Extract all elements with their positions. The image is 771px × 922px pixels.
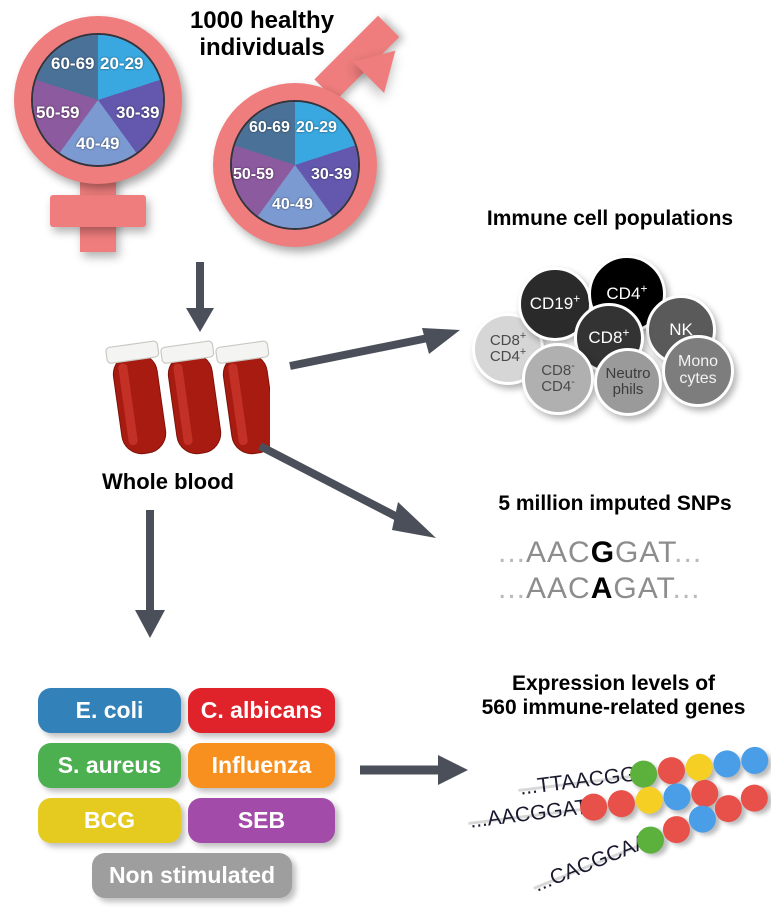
whole-blood-label: Whole blood bbox=[102, 469, 234, 494]
stimulation-pill-ecoli[interactable]: E. coli bbox=[38, 688, 181, 733]
stimulation-pill-saureus[interactable]: S. aureus bbox=[38, 743, 181, 788]
arrow-blood-to-immune bbox=[288, 320, 463, 375]
male-pie-label-40-49: 40-49 bbox=[272, 196, 313, 213]
stimulation-pill-non-stimulated[interactable]: Non stimulated bbox=[92, 853, 292, 898]
snp-variant-2: A bbox=[590, 572, 614, 605]
bubble-label-neutro: Neutro bbox=[605, 365, 651, 383]
immune-bubble-cd8neg-cd4neg: CD8- CD4- bbox=[522, 343, 594, 415]
stimulation-pill-bcg[interactable]: BCG bbox=[38, 798, 181, 843]
bubble-label-cd8: CD8 bbox=[489, 332, 520, 350]
snp-variant-1: G bbox=[590, 536, 616, 569]
bubble-sup-cd8: + bbox=[519, 330, 527, 343]
stimulation-pill-influenza[interactable]: Influenza bbox=[188, 743, 335, 788]
bubble-sup-cd8pos: + bbox=[622, 325, 630, 340]
bubble-label-cytes: cytes bbox=[679, 370, 717, 387]
bubble-label-nk: NK bbox=[669, 319, 693, 339]
cohort-title-line1: 1000 healthy bbox=[189, 7, 335, 34]
dna-bead-2-3 bbox=[634, 785, 665, 816]
male-pie-label-60-69: 60-69 bbox=[249, 119, 290, 136]
female-stem-cross bbox=[50, 195, 146, 227]
stimulation-pill-seb[interactable]: SEB bbox=[188, 798, 335, 843]
pie-slice-20-29 bbox=[33, 35, 163, 165]
expression-title-line1: Expression levels of bbox=[511, 672, 716, 695]
male-pie-label-20-29: 20-29 bbox=[296, 119, 337, 136]
dna-strand-2-sequence: ...AACGGAT bbox=[468, 795, 590, 833]
arrow-cohort-to-blood bbox=[180, 262, 220, 334]
snp-right-1: GAT bbox=[615, 536, 675, 569]
stimulation-pill-calbicans[interactable]: C. albicans bbox=[188, 688, 335, 733]
arrow-stimulations-to-expression bbox=[360, 752, 470, 788]
bubble-label-cd8neg: CD8 bbox=[541, 362, 572, 380]
male-symbol: 60-69 20-29 50-59 30-39 40-49 bbox=[205, 15, 420, 255]
bubble-sup-cd19: + bbox=[573, 291, 581, 306]
snp-left-2: AAC bbox=[526, 572, 591, 605]
bubble-label-cd8pos: CD8 bbox=[588, 327, 623, 347]
female-pie-label-50-59: 50-59 bbox=[36, 103, 80, 122]
bubble-label-cd4: CD4 bbox=[489, 348, 520, 365]
male-pie-label-50-59: 50-59 bbox=[233, 166, 274, 183]
female-pie-label-40-49: 40-49 bbox=[76, 134, 120, 153]
whole-blood-tubes bbox=[95, 340, 277, 465]
female-pie-label-20-29: 20-29 bbox=[100, 54, 144, 73]
arrow-blood-to-stimulations bbox=[130, 510, 170, 640]
bubble-label-cd4pos: CD4 bbox=[606, 283, 641, 303]
bubble-label-phils: phils bbox=[612, 381, 644, 398]
dna-bead-2-2 bbox=[606, 788, 637, 819]
snp-prefix-2: ... bbox=[498, 572, 527, 605]
bubble-sup-cd4neg: - bbox=[571, 376, 575, 388]
snp-sequence-row-1: ...AACGGAT... bbox=[498, 536, 702, 570]
bubble-sup-cd8neg: - bbox=[571, 360, 575, 373]
immune-title: Immune cell populations bbox=[486, 207, 734, 230]
snp-prefix-1: ... bbox=[498, 536, 527, 569]
female-pie-label-60-69: 60-69 bbox=[51, 54, 95, 73]
arrow-blood-to-snps bbox=[258, 440, 443, 550]
expression-title-line2: 560 immune-related genes bbox=[481, 695, 746, 719]
dna-strand-3-sequence: ...CACGCAA bbox=[530, 829, 652, 897]
snp-suffix-1: ... bbox=[674, 536, 703, 569]
female-pie-label-30-39: 30-39 bbox=[116, 103, 160, 122]
male-pie-label-30-39: 30-39 bbox=[311, 166, 352, 183]
bubble-sup-cd4pos: + bbox=[640, 281, 648, 296]
snp-right-2: GAT bbox=[613, 572, 673, 605]
snp-sequence-row-2: ...AACAGAT... bbox=[498, 572, 701, 606]
snp-left-1: AAC bbox=[526, 536, 591, 569]
female-symbol: 60-69 20-29 50-59 30-39 40-49 bbox=[8, 12, 198, 252]
cohort-title-line2: individuals bbox=[199, 33, 325, 61]
bubble-label-mono: Mono bbox=[677, 353, 719, 371]
male-age-pie bbox=[230, 100, 360, 230]
female-age-pie bbox=[31, 33, 165, 167]
snp-suffix-2: ... bbox=[672, 572, 701, 605]
snps-title: 5 million imputed SNPs bbox=[498, 492, 732, 515]
bubble-label-cd4neg: CD4 bbox=[541, 378, 572, 395]
cohort-title: 1000 healthy individuals bbox=[172, 7, 352, 62]
immune-bubble-monocytes: Mono cytes bbox=[662, 335, 734, 407]
immune-bubble-cluster: CD8+ CD4+ CD19+ CD4+ NK CD8+ CD8- C bbox=[450, 245, 771, 420]
bubble-sup-cd4: + bbox=[519, 346, 527, 358]
bubble-label-cd19: CD19 bbox=[529, 293, 574, 313]
immune-bubble-neutrophils: Neutro phils bbox=[594, 348, 662, 416]
expression-title: Expression levels of 560 immune-related … bbox=[456, 672, 771, 719]
male-pie-slices bbox=[232, 102, 358, 228]
